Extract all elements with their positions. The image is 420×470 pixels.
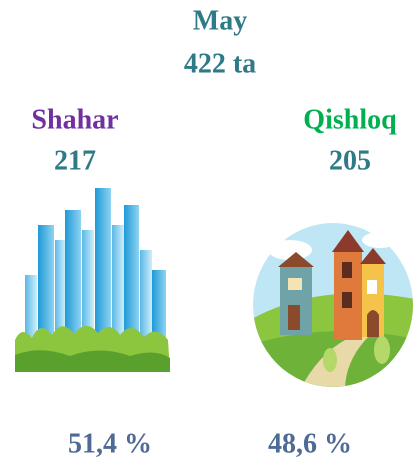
group-count: 217 (54, 145, 96, 176)
group-share: 51,4 % (68, 428, 152, 459)
group-name: Qishloq (303, 104, 397, 135)
village-illustration (253, 223, 413, 387)
city-illustration (15, 188, 170, 372)
group-name: Shahar (31, 104, 118, 135)
group-share: 48,6 % (268, 428, 352, 459)
total: 422 ta (184, 48, 256, 79)
group-count: 205 (329, 145, 371, 176)
title: May (193, 5, 247, 36)
